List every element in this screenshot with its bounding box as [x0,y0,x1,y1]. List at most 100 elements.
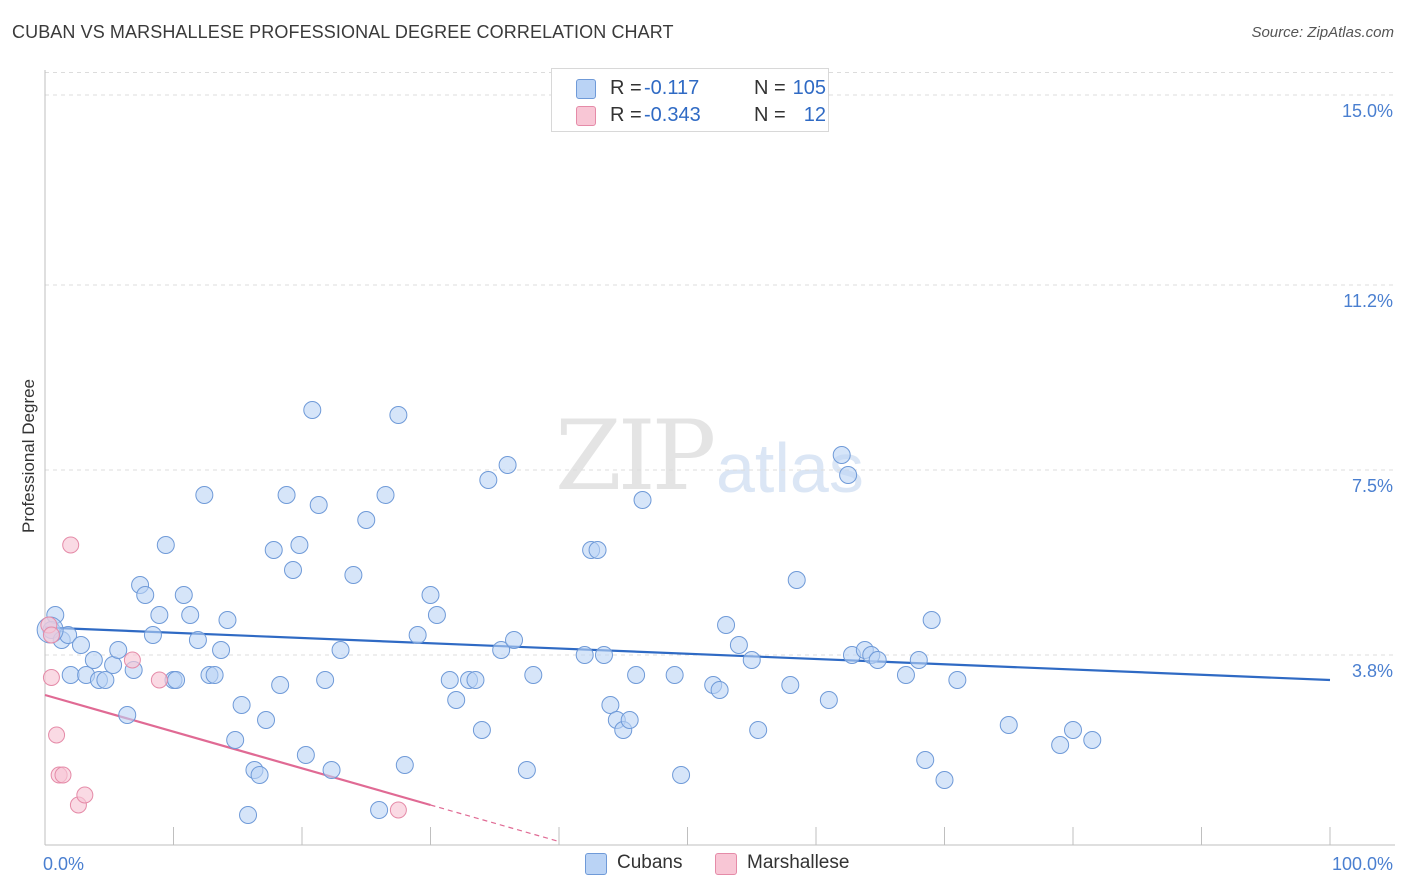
legend-n-value-marshallese: 12 [803,104,826,126]
point-cubans [96,671,115,689]
y-tick-label: 15.0% [1342,101,1393,121]
point-cubans [999,716,1018,734]
x-tick-label: 100.0% [1332,854,1393,874]
point-cubans [284,561,303,579]
point-cubans [492,641,511,659]
point-cubans [156,536,175,554]
y-axis-label: Professional Degree [19,379,38,533]
legend-r-label: R = [610,77,642,99]
trend-line-marshallese [44,693,431,807]
point-marshallese [389,801,407,819]
point-cubans [466,671,485,689]
point-cubans [729,636,748,654]
watermark-zip: ZIP [555,400,716,512]
point-cubans [575,646,594,664]
bottom-legend-label-marshallese: Marshallese [747,852,850,873]
point-cubans [303,401,322,419]
point-marshallese [42,669,60,686]
point-cubans [181,606,200,624]
point-cubans [427,606,446,624]
legend-swatch-marshallese [576,106,596,126]
point-cubans [601,696,620,714]
point-cubans [517,761,536,779]
y-tick-label: 11.2% [1343,291,1393,311]
point-cubans [250,766,269,784]
legend: R = -0.117 N = 105 R = -0.343 N = 12 [551,68,829,132]
point-cubans [505,631,524,649]
legend-n-label: N = [754,77,786,99]
point-cubans [749,721,768,739]
point-cubans [218,611,237,629]
point-cubans [309,496,328,514]
point-cubans [271,676,290,694]
point-cubans [118,706,137,724]
point-cubans [781,676,800,694]
point-cubans [868,651,887,669]
point-marshallese [123,651,141,669]
legend-r-label: R = [610,104,642,126]
point-cubans [421,586,440,604]
point-cubans [357,511,376,529]
point-cubans [1051,736,1070,754]
point-cubans [832,446,851,464]
point-cubans [344,566,363,584]
point-cubans [672,766,691,784]
point-cubans [948,671,967,689]
legend-r-value-marshallese: -0.343 [644,104,701,126]
point-marshallese [42,626,60,644]
point-cubans [104,656,123,674]
data-points [36,401,1102,824]
point-cubans [264,541,283,559]
point-marshallese [150,671,168,689]
point-cubans [620,711,639,729]
watermark-atlas: atlas [716,429,864,507]
trend-line-cubans [44,626,1331,682]
point-cubans [109,641,128,659]
source-label: Source: ZipAtlas.com [1251,24,1394,41]
point-cubans [440,671,459,689]
point-cubans [84,651,103,669]
point-marshallese [54,766,72,784]
point-cubans [296,746,315,764]
legend-swatch-cubans [576,79,596,99]
point-cubans [717,616,736,634]
point-cubans [498,456,517,474]
trend-line-marshallese-extension [430,804,560,843]
point-cubans [524,666,543,684]
point-cubans [408,626,427,644]
point-cubans [239,806,258,824]
point-cubans [1083,731,1102,749]
x-tick-label: 0.0% [43,854,84,874]
point-cubans [136,586,155,604]
point-cubans [167,671,186,689]
point-cubans [742,651,761,669]
point-cubans [376,486,395,504]
point-cubans [143,626,162,644]
point-cubans [370,801,389,819]
point-cubans [479,471,498,489]
y-tick-label: 7.5% [1352,476,1393,496]
point-cubans [935,771,954,789]
point-cubans [257,711,276,729]
point-cubans [322,761,341,779]
point-cubans [331,641,350,659]
legend-r-value-cubans: -0.117 [644,77,700,99]
point-cubans [710,681,729,699]
point-cubans [316,671,335,689]
point-marshallese [62,536,80,554]
point-cubans [150,606,169,624]
point-cubans [916,751,935,769]
point-cubans [787,571,806,589]
point-cubans [839,466,858,484]
tick-labels: 3.8% 7.5% 11.2% 15.0% 0.0% 100.0% [43,101,1393,874]
point-cubans [290,536,309,554]
point-marshallese [76,786,94,804]
bottom-legend-swatch-marshallese [715,853,737,875]
point-marshallese [48,726,66,744]
point-cubans [665,666,684,684]
point-cubans [389,406,408,424]
point-cubans [896,666,915,684]
point-cubans [174,586,193,604]
grid-lines [45,72,1395,656]
